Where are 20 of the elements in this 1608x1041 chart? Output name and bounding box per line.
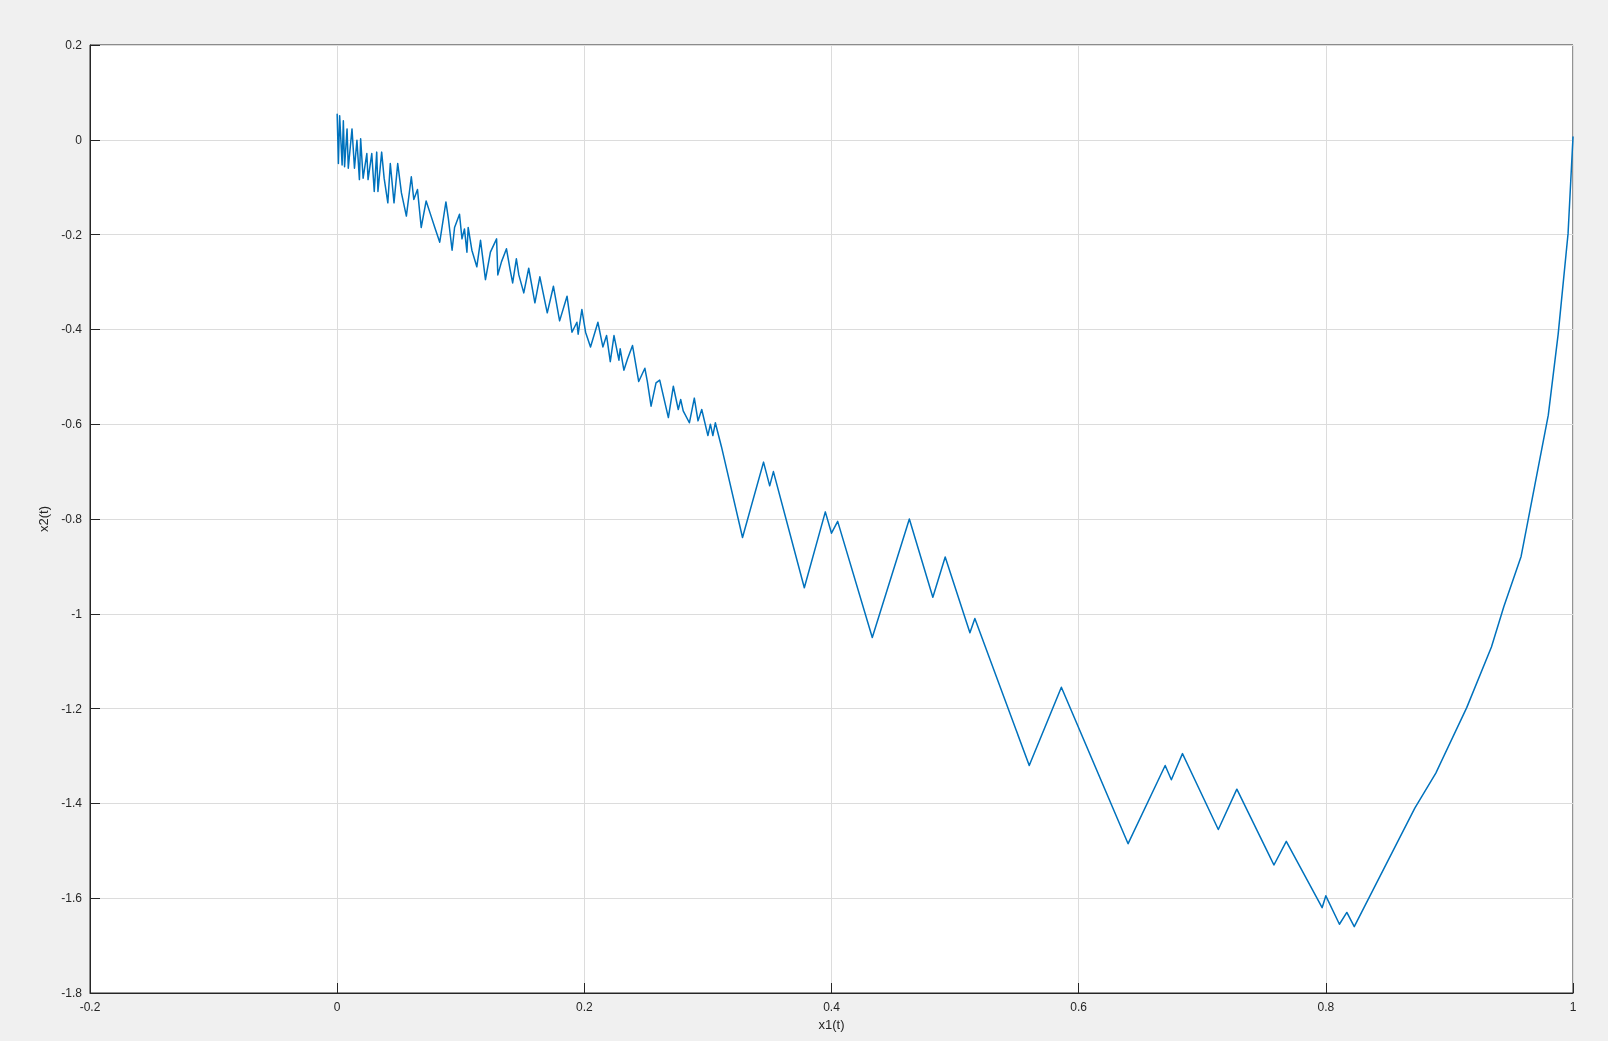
line-series — [336, 113, 1574, 928]
y-tick-label: -1.2 — [61, 701, 83, 716]
x-tick-label: 0.6 — [1070, 1000, 1088, 1014]
y-tick-label: -0.2 — [61, 227, 83, 242]
x-tick-label: 0.2 — [575, 1000, 593, 1014]
y-tick-label: -1.6 — [61, 891, 83, 906]
y-tick-label: -1 — [71, 606, 83, 621]
y-tick-label: 0 — [75, 132, 83, 147]
x-axis-title: x1(t) — [818, 1016, 845, 1032]
y-tick-label: -1.4 — [61, 796, 83, 811]
x-tick-label: 0.4 — [823, 1000, 841, 1014]
x-tick-label: 0 — [333, 1000, 341, 1014]
y-tick-label: -0.8 — [61, 512, 83, 526]
y-axis-title: x2(t) — [36, 506, 52, 532]
y-tick-label: -1.8 — [61, 986, 83, 1000]
y-tick-label: -0.6 — [61, 417, 83, 432]
x-tick-label: 0.8 — [1317, 1000, 1335, 1014]
y-tick-label: -0.4 — [61, 322, 83, 337]
x-tick-label: 1 — [1569, 1000, 1577, 1014]
y-tick-label: 0.2 — [65, 38, 83, 52]
